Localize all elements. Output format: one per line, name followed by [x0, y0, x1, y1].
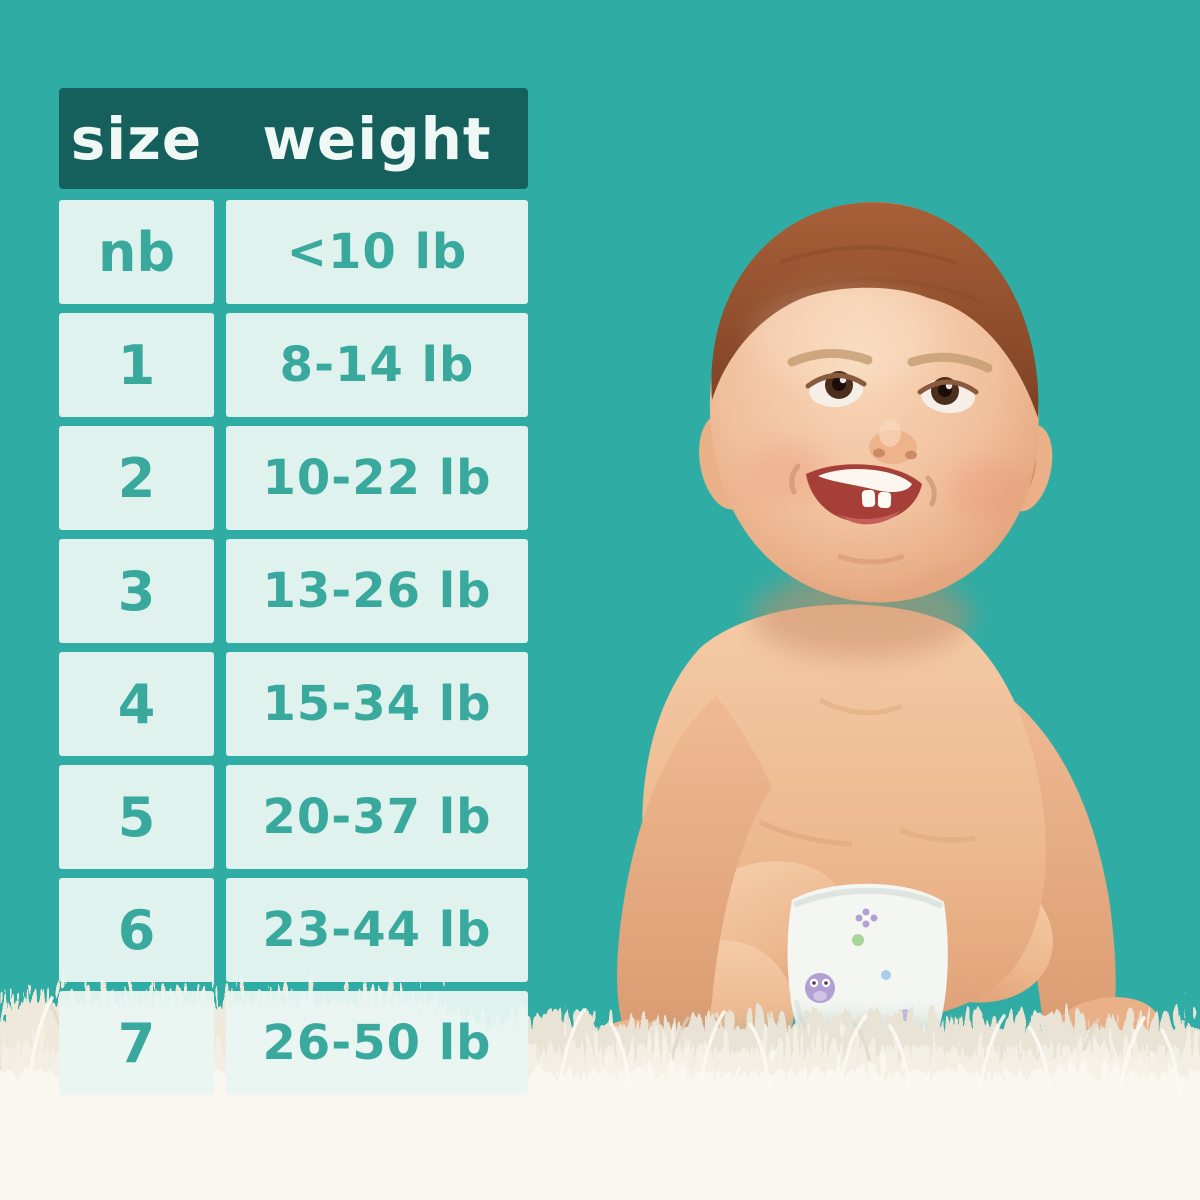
size-cell: 5 — [59, 765, 214, 869]
weight-cell: <10 lb — [226, 200, 528, 304]
baby-left-eyebrow — [787, 348, 873, 367]
baby-right-eyebrow — [907, 352, 993, 373]
baby-nose — [869, 419, 917, 464]
diaper-owl-print — [805, 973, 835, 1003]
table-header-row: size weight — [59, 88, 528, 189]
table-row-2: 2 10-22 lb — [59, 426, 528, 530]
table-row-7: 7 26-50 lb — [59, 991, 528, 1095]
table-row-5: 5 20-37 lb — [59, 765, 528, 869]
size-chart-table: size weight nb <10 lb 1 8-14 lb 2 10-22 … — [59, 88, 528, 1104]
table-row-3: 3 13-26 lb — [59, 539, 528, 643]
weight-column-header: weight — [262, 104, 492, 173]
table-row-4: 4 15-34 lb — [59, 652, 528, 756]
size-cell: nb — [59, 200, 214, 304]
size-cell: 2 — [59, 426, 214, 530]
baby-right-eye — [917, 377, 979, 414]
baby-right-cheek — [945, 458, 1025, 518]
size-cell: 7 — [59, 991, 214, 1095]
weight-cell: 20-37 lb — [226, 765, 528, 869]
weight-cell: 10-22 lb — [226, 426, 528, 530]
baby-mouth — [789, 463, 937, 525]
baby-left-eye — [805, 371, 867, 408]
weight-cell: 23-44 lb — [226, 878, 528, 982]
size-cell: 4 — [59, 652, 214, 756]
size-cell: 3 — [59, 539, 214, 643]
weight-cell: 8-14 lb — [226, 313, 528, 417]
weight-cell: 26-50 lb — [226, 991, 528, 1095]
table-row-1: 1 8-14 lb — [59, 313, 528, 417]
fur-rug — [0, 978, 1200, 1200]
diaper-flower-print — [855, 908, 878, 928]
baby-left-cheek — [746, 442, 830, 502]
size-column-header: size — [70, 104, 203, 173]
size-cell: 6 — [59, 878, 214, 982]
weight-cell: 15-34 lb — [226, 652, 528, 756]
table-row-6: 6 23-44 lb — [59, 878, 528, 982]
size-cell: 1 — [59, 313, 214, 417]
baby-figure — [595, 201, 1160, 1093]
baby-left-arm — [617, 696, 772, 1064]
weight-cell: 13-26 lb — [226, 539, 528, 643]
table-row-nb: nb <10 lb — [59, 200, 528, 304]
